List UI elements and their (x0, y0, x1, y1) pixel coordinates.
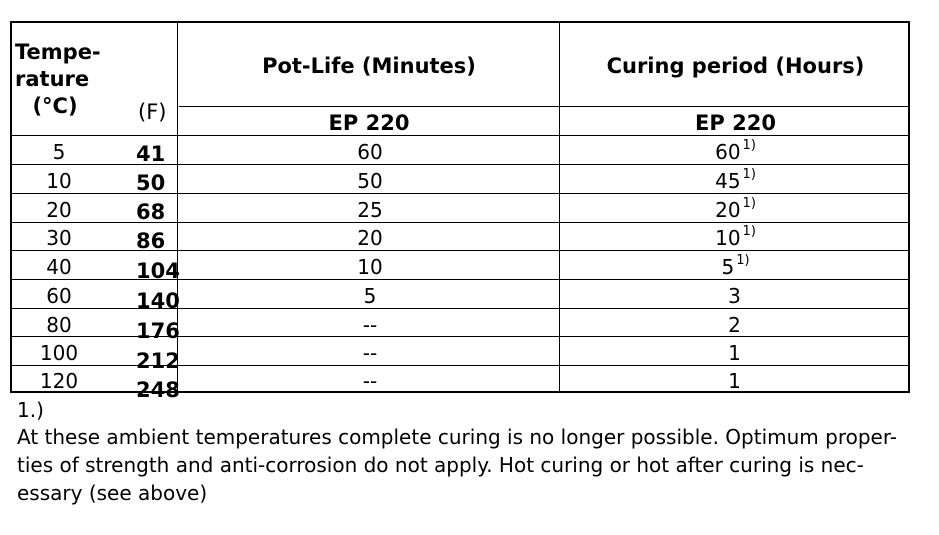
curing-cell: 1 (561, 341, 910, 365)
fahrenheit-cell: 140 (136, 289, 180, 313)
curing-value: 45 (715, 169, 741, 193)
celsius-cell: 10 (46, 169, 72, 193)
footnote-marker: 1) (742, 138, 756, 153)
curing-value: 1 (728, 341, 741, 365)
celsius-cell: 20 (46, 198, 72, 222)
potlife-header: Pot-Life (Minutes) (262, 54, 476, 78)
footnote-text: At these ambient temperatures complete c… (17, 423, 917, 507)
row-divider (12, 193, 908, 194)
potlife-product-header: EP 220 (328, 111, 410, 135)
temperature-header-unit: (°C) (32, 94, 78, 118)
curing-cell: 3 (561, 284, 910, 308)
footnote-marker: 1) (742, 224, 756, 239)
footnote-marker: 1) (742, 167, 756, 182)
header-divider (12, 135, 908, 136)
temperature-table: Tempe- rature (°C) (F) Pot-Life (Minutes… (10, 21, 910, 402)
curing-header: Curing period (Hours) (606, 54, 865, 78)
celsius-cell: 5 (52, 140, 66, 164)
row-divider (12, 279, 908, 280)
curing-cell: 10 1) (561, 224, 910, 250)
footnote-line: At these ambient temperatures complete c… (17, 425, 898, 449)
curing-cell: 45 1) (561, 167, 910, 193)
fahrenheit-cell: 212 (136, 349, 180, 373)
fahrenheit-cell: 86 (136, 229, 166, 253)
celsius-cell: 40 (46, 255, 72, 279)
fahrenheit-cell: 176 (136, 319, 180, 343)
row-divider (12, 164, 908, 165)
temperature-header: Tempe- rature (°C) (15, 39, 101, 120)
potlife-cell: -- (362, 369, 378, 393)
curing-value: 2 (728, 313, 741, 337)
temperature-header-line2: rature (15, 67, 90, 91)
fahrenheit-cell: 104 (136, 259, 180, 283)
fahrenheit-cell: 68 (136, 200, 166, 224)
curing-value: 1 (728, 369, 741, 393)
row-divider (12, 336, 908, 337)
curing-cell: 20 1) (561, 196, 910, 222)
potlife-cell: -- (362, 313, 378, 337)
celsius-cell: 30 (46, 226, 72, 250)
potlife-cell: 5 (363, 284, 377, 308)
footnote-marker: 1) (742, 196, 756, 211)
curing-value: 60 (715, 140, 741, 164)
row-divider (12, 365, 908, 366)
footnote-line: essary (see above) (17, 481, 208, 505)
potlife-cell: 10 (357, 255, 383, 279)
footnote-marker: 1) (736, 253, 750, 268)
curing-value: 20 (715, 198, 741, 222)
fahrenheit-cell: 50 (136, 171, 166, 195)
row-divider (12, 308, 908, 309)
curing-value: 3 (728, 284, 741, 308)
celsius-cell: 120 (39, 369, 79, 393)
footnote-number: 1.) (17, 398, 44, 422)
celsius-cell: 60 (46, 284, 72, 308)
potlife-cell: 20 (357, 226, 383, 250)
curing-cell: 60 1) (561, 138, 910, 164)
curing-value: 10 (715, 226, 741, 250)
row-divider (12, 250, 908, 251)
curing-value: 5 (721, 255, 735, 279)
curing-cell: 1 (561, 369, 910, 393)
celsius-cell: 100 (39, 341, 79, 365)
celsius-cell: 80 (46, 313, 72, 337)
temperature-header-line1: Tempe- (15, 40, 101, 64)
potlife-cell: 25 (357, 198, 383, 222)
column-divider (177, 23, 178, 391)
potlife-cell: 50 (357, 169, 383, 193)
potlife-cell: -- (362, 341, 378, 365)
curing-product-header: EP 220 (695, 111, 776, 135)
column-divider (559, 23, 560, 391)
potlife-cell: 60 (357, 140, 383, 164)
curing-cell: 5 1) (561, 253, 910, 279)
curing-cell: 2 (561, 313, 910, 337)
fahrenheit-cell: 248 (136, 378, 180, 402)
fahrenheit-header: (F) (138, 100, 167, 124)
row-divider (12, 222, 908, 223)
footnote-line: ties of strength and anti-corrosion do n… (17, 453, 864, 477)
fahrenheit-cell: 41 (136, 142, 166, 166)
subheader-divider (179, 106, 908, 107)
